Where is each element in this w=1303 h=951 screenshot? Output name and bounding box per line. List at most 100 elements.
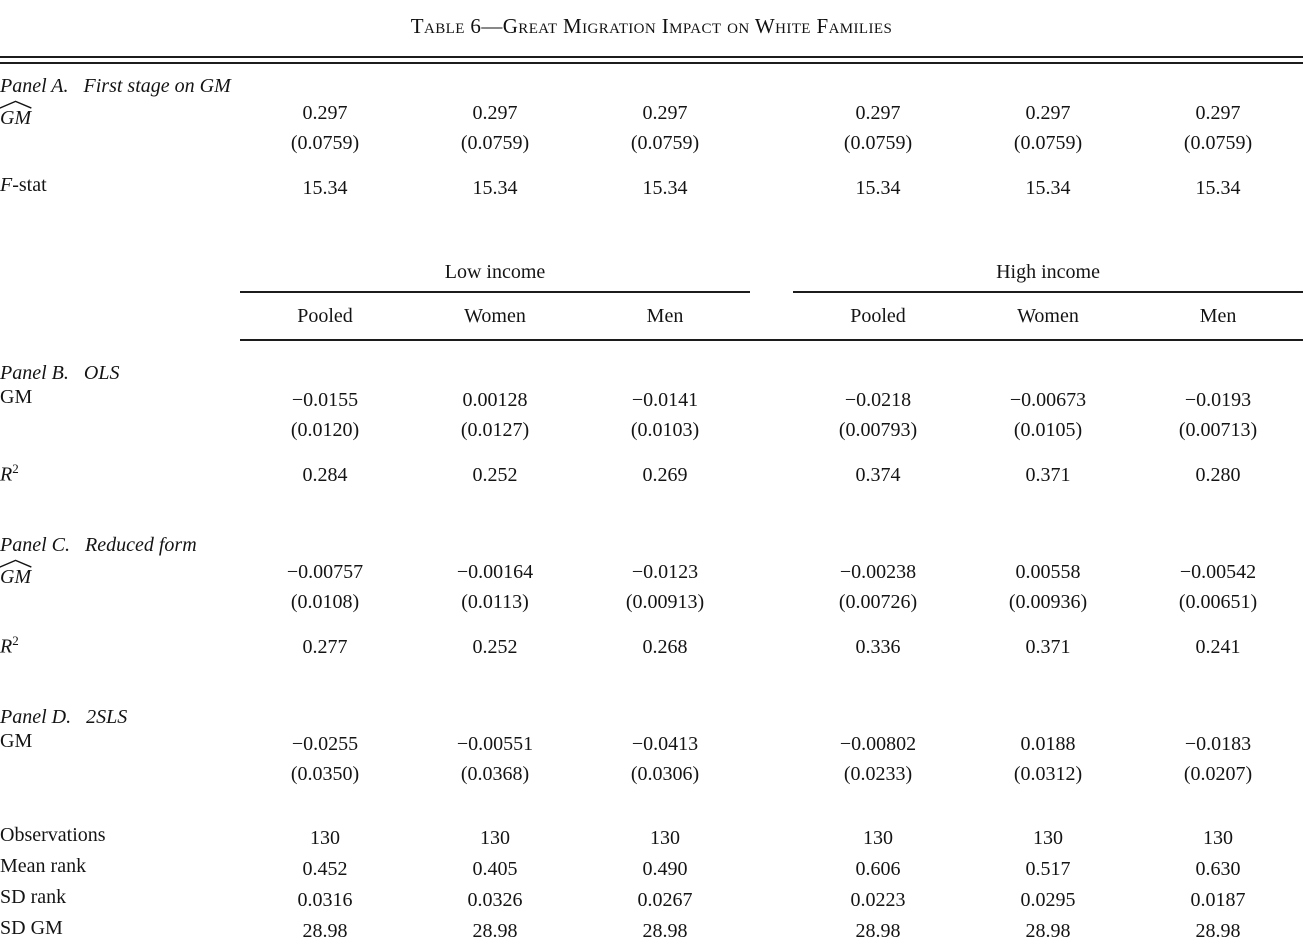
stat-cell: 0.269	[642, 464, 688, 486]
stat-cell: 28.98	[1025, 920, 1071, 942]
coef-cell: −0.0413	[631, 732, 699, 755]
stat-cell: 0.606	[855, 858, 901, 880]
coef-cell: 0.297	[855, 101, 901, 124]
row-label-gm: GM	[0, 730, 33, 752]
sd-rank-row: SD rank 0.0316 0.0326 0.0267 0.0223 0.02…	[0, 885, 1303, 916]
column-header-row: Pooled Women Men Pooled Women Men	[0, 292, 1303, 341]
row-label-mean-rank: Mean rank	[0, 855, 87, 877]
stat-cell: 0.277	[302, 636, 348, 658]
se-cell: (0.00936)	[1008, 590, 1088, 613]
stat-cell: 0.280	[1195, 464, 1241, 486]
stat-cell: 0.371	[1025, 636, 1071, 658]
row-label-sd-rank: SD rank	[0, 886, 67, 908]
panel-b-label: Panel B. OLS	[0, 340, 1303, 385]
spacer-cell	[750, 415, 793, 445]
spacer-cell	[750, 823, 793, 854]
panel-c-gm-se-row: (0.0108) (0.0113) (0.00913) (0.00726) (0…	[0, 587, 1303, 617]
panel-a-label: Panel A. First stage on GM	[0, 66, 1303, 98]
panel-d-header: Panel D. 2SLS	[0, 697, 1303, 729]
stat-cell: 0.0187	[1190, 889, 1246, 911]
panel-c-gm-row: GM −0.00757 −0.00164 −0.0123 −0.00238 0.…	[0, 557, 1303, 588]
spacer-row	[0, 617, 1303, 632]
stat-cell: 0.252	[472, 636, 518, 658]
coef-cell: 0.00128	[462, 388, 528, 411]
se-cell: (0.0759)	[843, 131, 913, 154]
stat-cell: 0.0316	[297, 889, 353, 911]
stat-cell: 0.284	[302, 464, 348, 486]
hat-accent-icon	[0, 559, 32, 568]
coef-cell: −0.00164	[456, 560, 534, 583]
coef-cell: −0.00757	[286, 560, 364, 583]
coef-cell: −0.00551	[456, 732, 534, 755]
coef-cell: −0.00802	[839, 732, 917, 755]
spacer-row	[0, 491, 1303, 525]
se-cell: (0.0103)	[630, 418, 700, 441]
panel-a-name: Panel A.	[0, 75, 69, 97]
se-cell: (0.0350)	[290, 762, 360, 785]
stat-cell: 0.0267	[637, 889, 693, 911]
spacer-cell	[750, 587, 793, 617]
se-cell: (0.0207)	[1183, 762, 1253, 785]
coef-cell: 0.297	[642, 101, 688, 124]
coef-cell: −0.00673	[1009, 388, 1087, 411]
spacer-cell	[750, 244, 793, 292]
fstat-row: F-stat 15.34 15.34 15.34 15.34 15.34 15.…	[0, 173, 1303, 204]
se-cell: (0.0113)	[461, 590, 529, 613]
col-group-high-income: High income	[793, 244, 1303, 293]
row-label-gm-hat: GM	[0, 557, 240, 617]
stat-cell: 0.252	[472, 464, 518, 486]
stat-cell: 130	[863, 827, 893, 849]
col-header-women: Women	[410, 292, 580, 341]
mean-rank-row: Mean rank 0.452 0.405 0.490 0.606 0.517 …	[0, 854, 1303, 885]
coef-cell: 0.297	[302, 101, 348, 124]
stat-cell: 0.0223	[850, 889, 906, 911]
se-cell: (0.0120)	[290, 418, 360, 441]
se-cell: (0.00913)	[625, 590, 705, 613]
stat-cell: 15.34	[302, 177, 348, 199]
panel-b-header: Panel B. OLS	[0, 340, 1303, 385]
stat-cell: 130	[310, 827, 340, 849]
panel-c-r2-row: R2 0.277 0.252 0.268 0.336 0.371 0.241	[0, 632, 1303, 663]
coef-cell: 0.00558	[1015, 560, 1081, 583]
sd-gm-row: SD GM 28.98 28.98 28.98 28.98 28.98 28.9…	[0, 916, 1303, 947]
stat-cell: 0.490	[642, 858, 688, 880]
col-header-pooled: Pooled	[240, 292, 410, 341]
coef-cell: 0.297	[472, 101, 518, 124]
stat-cell: 0.374	[855, 464, 901, 486]
results-table: Panel A. First stage on GM GM 0.297 0.297…	[0, 66, 1303, 947]
panel-c-label: Panel C. Reduced form	[0, 525, 1303, 557]
spacer-row	[0, 445, 1303, 460]
spacer-cell	[750, 854, 793, 885]
coef-cell: 0.0188	[1020, 732, 1076, 755]
se-cell: (0.0108)	[290, 590, 360, 613]
observations-row: Observations 130 130 130 130 130 130	[0, 823, 1303, 854]
stat-cell: 15.34	[1195, 177, 1241, 199]
panel-d-desc: 2SLS	[86, 706, 128, 728]
spacer-cell	[750, 759, 793, 789]
panel-a-desc: First stage on GM	[83, 75, 231, 97]
se-cell: (0.00713)	[1178, 418, 1258, 441]
col-header-men: Men	[1133, 292, 1303, 341]
spacer-row	[0, 663, 1303, 697]
spacer-cell	[0, 244, 240, 292]
stat-cell: 130	[650, 827, 680, 849]
gm-hat-symbol: GM	[0, 558, 32, 589]
se-cell: (0.0759)	[1183, 131, 1253, 154]
stat-cell: 130	[1033, 827, 1063, 849]
row-label-fstat: F-stat	[0, 174, 47, 196]
top-double-rule	[0, 56, 1303, 64]
row-label-r-squared: R2	[0, 633, 19, 658]
spacer-cell	[750, 916, 793, 947]
panel-b-gm-se-row: (0.0120) (0.0127) (0.0103) (0.00793) (0.…	[0, 415, 1303, 445]
stat-cell: 28.98	[302, 920, 348, 942]
spacer-cell	[750, 632, 793, 663]
panel-b-desc: OLS	[83, 362, 120, 384]
spacer-row	[0, 158, 1303, 173]
stat-cell: 15.34	[642, 177, 688, 199]
panel-d-label: Panel D. 2SLS	[0, 697, 1303, 729]
se-cell: (0.0759)	[1013, 131, 1083, 154]
spacer-cell	[750, 128, 793, 158]
row-label-sd-gm: SD GM	[0, 917, 63, 939]
col-group-low-income: Low income	[240, 244, 750, 293]
coef-cell: −0.00238	[839, 560, 917, 583]
